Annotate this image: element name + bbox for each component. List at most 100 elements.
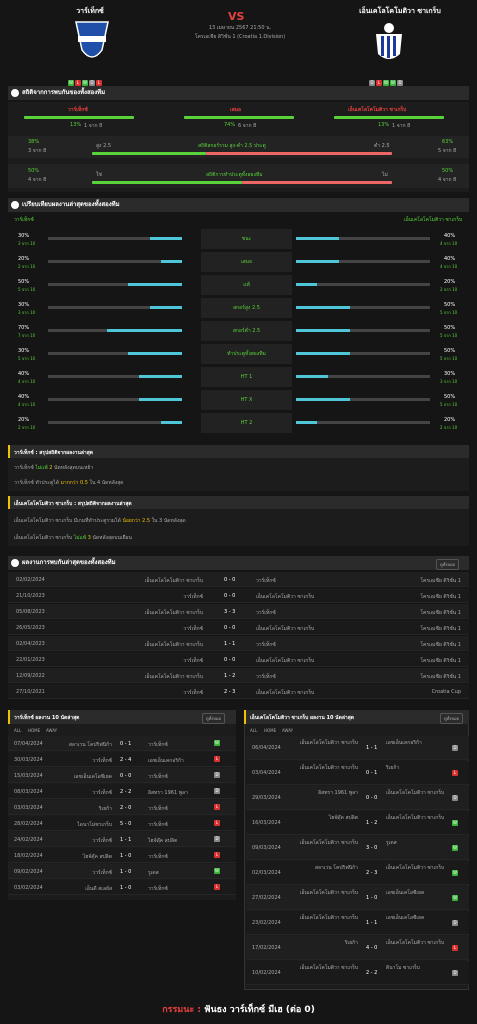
h2h-view-all-button[interactable]: ดูทั้งหมด bbox=[436, 559, 460, 570]
la-away: เอชเอ็นเคโอซีเยค bbox=[386, 915, 425, 921]
last-home-row: 07/04/2024 สลาเวน โคปริฟนิก้า 0 - 1 วาร์เท็… bbox=[8, 736, 236, 751]
la-home: สลาเวน โคปริฟนิก้า bbox=[314, 865, 358, 871]
compare-label: สกอร์สูง 2.5 bbox=[201, 298, 292, 318]
compare-home-fill bbox=[128, 352, 182, 355]
la-date: 23/02/2024 bbox=[252, 920, 281, 926]
h2h-date: 05/08/2023 bbox=[16, 609, 45, 615]
lh-result-badge: L bbox=[214, 820, 220, 826]
h2h-date: 22/01/2023 bbox=[16, 657, 45, 663]
compare-home-fill bbox=[160, 260, 182, 263]
la-away: เอชเอ็นเคกอริก้า bbox=[386, 740, 422, 746]
compare-label: เสมอ bbox=[201, 252, 292, 272]
compare-away-pct: 50% bbox=[444, 394, 456, 400]
la-score: 1 - 1 bbox=[366, 745, 378, 751]
h2h-away: วาร์เท็กซ์ bbox=[256, 578, 276, 584]
summary-home-title: วาร์เท็กซ์ : สรุปสถิติจากผลงานล่าสุด bbox=[14, 450, 94, 456]
form-badge: W bbox=[68, 80, 74, 86]
s-key: ไม่แพ้ bbox=[73, 535, 87, 541]
compare-row: 20% 2 จาก 10 เสมอ 40% 4 จาก 10 bbox=[8, 251, 469, 273]
la-score: 3 - 0 bbox=[366, 845, 378, 851]
last-home-tab-away[interactable]: AWAY bbox=[46, 728, 58, 733]
lh-score: 1 - 0 bbox=[120, 885, 132, 891]
last-home-title: วาร์เท็กซ์ ผลงาน 10 นัดล่าสุด bbox=[14, 715, 80, 721]
ou-title: สถิติสกอร์รวม สูง-ต่ำ 2.5 ประตู bbox=[198, 143, 266, 149]
h2h-row: 12/09/2022 เอ็นเคโลโคโมติวา ซาเกร็บ 1 - 2 ว… bbox=[8, 668, 469, 683]
compare-home-bar bbox=[48, 398, 182, 401]
compare-home-pct: 40% bbox=[18, 371, 30, 377]
h2h-row: 21/10/2023 วาร์เท็กซ์ 0 - 0 เอ็นเคโลโคโมติว… bbox=[8, 588, 469, 603]
compare-away-fill bbox=[296, 237, 339, 240]
compare-home-count: 7 จาก 10 bbox=[18, 333, 36, 338]
last-away-tab-home[interactable]: HOME bbox=[264, 728, 277, 733]
last-away-tab-all[interactable]: ALL bbox=[250, 728, 258, 733]
compare-home-pct: 20% bbox=[18, 256, 30, 262]
s-val: 2 bbox=[49, 465, 53, 471]
compare-away-name: เอ็นเคโลโคโมติวา ซาเกร็บ bbox=[404, 217, 463, 223]
lh-home: สลาเวน โคปริฟนิก้า bbox=[68, 742, 112, 748]
lh-away: รูเดส bbox=[148, 870, 159, 876]
h2h-home: เอ็นเคโลโคโมติวา ซาเกร็บ bbox=[144, 610, 203, 616]
h2h-score: 1 - 2 bbox=[224, 673, 236, 679]
la-score: 1 - 2 bbox=[366, 820, 378, 826]
s-val: มากกว่า 0.5 bbox=[60, 480, 88, 486]
s-val: 3 bbox=[87, 535, 91, 541]
home-win-count: 1 จาก 8 bbox=[84, 123, 103, 129]
summary-away-line1: เอ็นเคโลโคโมติวา ซาเกร็บ มีเกมที่ทำประตู… bbox=[14, 517, 186, 525]
lh-score: 1 - 0 bbox=[120, 853, 132, 859]
compare-home-pct: 70% bbox=[18, 325, 30, 331]
compare-home-count: 2 จาก 10 bbox=[18, 425, 36, 430]
la-date: 09/03/2024 bbox=[252, 845, 281, 851]
section-title-text: ผลงานการพบกันล่าสุดของทั้งสองทีม bbox=[22, 559, 116, 566]
summary-home-line1: วาร์เท็กซ์ ไม่แพ้ 2 นัดหลังสุดบนเหย้า bbox=[14, 464, 93, 472]
compare-label: สกอร์ต่ำ 2.5 bbox=[201, 321, 292, 341]
lh-result-badge: L bbox=[214, 804, 220, 810]
h2h-date: 02/02/2024 bbox=[16, 577, 45, 583]
last-home-row: 15/03/2024 เอชเอ็นเคโอซีเยค 0 - 0 วาร์เท็กซ… bbox=[8, 768, 236, 783]
last-home-row: 03/03/2024 ริเยก้า 2 - 0 วาร์เท็กซ์ L bbox=[8, 800, 236, 815]
la-home: เอ็นเคโลโคโมติวา ซาเกร็บ bbox=[299, 890, 358, 896]
ou-right-count: 5 จาก 8 bbox=[438, 148, 457, 154]
compare-away-pct: 40% bbox=[444, 233, 456, 239]
last-home-tab-all[interactable]: ALL bbox=[14, 728, 22, 733]
compare-away-fill bbox=[296, 352, 350, 355]
away-win-pct: 13% bbox=[378, 122, 390, 128]
compare-home-count: 3 จาก 10 bbox=[18, 241, 36, 246]
btts-right-pct: 50% bbox=[442, 168, 454, 174]
h2h-home: เอ็นเคโลโคโมติวา ซาเกร็บ bbox=[144, 642, 203, 648]
compare-label: HT 1 bbox=[201, 367, 292, 387]
compare-home-bar bbox=[48, 260, 182, 263]
away-win-bar bbox=[334, 116, 444, 119]
s-rest: ใน 3 นัดหลังสุด bbox=[151, 518, 186, 524]
last-home-tab-home[interactable]: HOME bbox=[28, 728, 41, 733]
last-home-view-all-button[interactable]: ดูทั้งหมด bbox=[202, 713, 226, 724]
compare-home-pct: 50% bbox=[18, 279, 30, 285]
h2h-league: โครเอเชีย ดิวิชั่น 1 bbox=[420, 626, 461, 632]
compare-home-fill bbox=[160, 421, 182, 424]
compare-away-fill bbox=[296, 398, 350, 401]
last-away-tab-away[interactable]: AWAY bbox=[282, 728, 294, 733]
form-badge: D bbox=[369, 80, 375, 86]
compare-away-count: 5 จาก 10 bbox=[440, 356, 458, 361]
last-away-row: 16/03/2024 ไฮจ์ดุ๊ค สปลิต 1 - 2 เอ็นเคโลโคโ… bbox=[246, 811, 469, 835]
s-team: วาร์เท็กซ์ bbox=[14, 480, 34, 486]
compare-title: เปรียบเทียบผลงานล่าสุดของทั้งสองทีม bbox=[8, 198, 469, 212]
compare-home-fill bbox=[139, 398, 182, 401]
h2h-away: เอ็นเคโลโคโมติวา ซาเกร็บ bbox=[256, 690, 315, 696]
ou-right-pct: 63% bbox=[442, 139, 454, 145]
compare-away-bar bbox=[296, 329, 430, 332]
la-score: 1 - 1 bbox=[366, 920, 378, 926]
compare-label: ชนะ bbox=[201, 229, 292, 249]
lh-date: 24/02/2024 bbox=[14, 837, 43, 843]
lh-date: 08/03/2024 bbox=[14, 789, 43, 795]
h2h-home: เอ็นเคโลโคโมติวา ซาเกร็บ bbox=[144, 578, 203, 584]
h2h-league: โครเอเชีย ดิวิชั่น 1 bbox=[420, 578, 461, 584]
lh-score: 1 - 1 bbox=[120, 837, 132, 843]
compare-row: 30% 5 จาก 10 ทำประตูทั้งสองทีม 50% 5 จาก 10 bbox=[8, 343, 469, 365]
la-date: 03/04/2024 bbox=[252, 770, 281, 776]
s-team: เอ็นเคโลโคโมติวา ซาเกร็บ bbox=[14, 518, 73, 524]
away-win-count: 1 จาก 8 bbox=[392, 123, 411, 129]
s-key: มีเกมที่ทำประตูรวมได้ bbox=[73, 518, 121, 524]
last-away-view-all-button[interactable]: ดูทั้งหมด bbox=[440, 713, 464, 724]
h2h-stats-title: สถิติจากการพบกันของทั้งสองทีม bbox=[8, 86, 469, 100]
